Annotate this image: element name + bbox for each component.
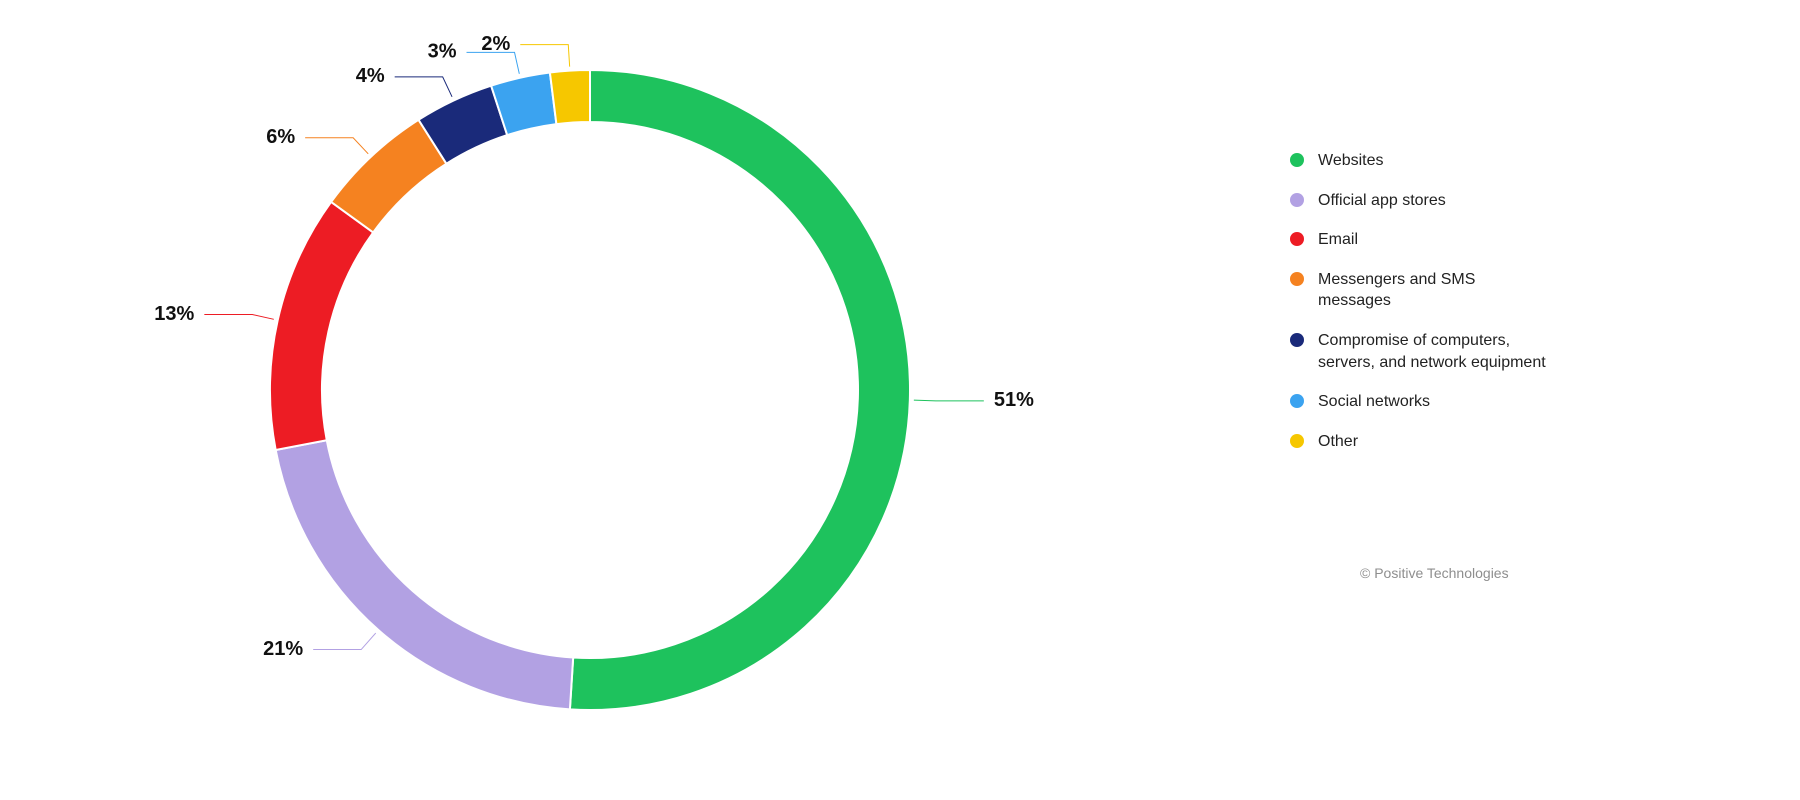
legend-label: Other — [1318, 431, 1550, 453]
legend-item: Compromise of computers, servers, and ne… — [1290, 330, 1550, 373]
leader-line — [520, 45, 569, 67]
legend-item: Official app stores — [1290, 190, 1550, 212]
slice-percent-label: 21% — [263, 638, 303, 660]
legend-label: Websites — [1318, 150, 1550, 172]
slice-percent-label: 3% — [428, 41, 457, 63]
slice-percent-label: 4% — [356, 65, 385, 87]
legend: Websites Official app stores Email Messe… — [1290, 150, 1550, 470]
copyright-text: © Positive Technologies — [1360, 565, 1509, 581]
slice-percent-label: 51% — [994, 389, 1034, 411]
leader-line — [313, 633, 376, 650]
leader-line — [395, 77, 452, 97]
legend-item: Websites — [1290, 150, 1550, 172]
legend-item: Email — [1290, 229, 1550, 251]
legend-swatch — [1290, 153, 1304, 167]
chart-stage: 51% 21% 13% 6% 4% 3% 2% Websites Official app … — [0, 0, 1800, 800]
legend-label: Social networks — [1318, 391, 1550, 413]
leader-line — [305, 138, 368, 154]
legend-label: Messengers and SMS messages — [1318, 269, 1550, 312]
leader-line — [914, 400, 984, 401]
legend-label: Email — [1318, 229, 1550, 251]
slice-percent-label: 6% — [266, 126, 295, 148]
legend-swatch — [1290, 193, 1304, 207]
leader-line — [204, 315, 273, 320]
legend-item: Messengers and SMS messages — [1290, 269, 1550, 312]
legend-item: Other — [1290, 431, 1550, 453]
legend-swatch — [1290, 333, 1304, 347]
donut-slice — [276, 440, 574, 709]
slice-percent-label: 13% — [154, 303, 194, 325]
donut-slice — [570, 70, 910, 710]
leader-line — [467, 52, 520, 73]
legend-swatch — [1290, 394, 1304, 408]
legend-swatch — [1290, 434, 1304, 448]
donut-slice — [550, 70, 590, 124]
legend-swatch — [1290, 272, 1304, 286]
legend-label: Official app stores — [1318, 190, 1550, 212]
legend-item: Social networks — [1290, 391, 1550, 413]
legend-swatch — [1290, 232, 1304, 246]
legend-label: Compromise of computers, servers, and ne… — [1318, 330, 1550, 373]
slice-percent-label: 2% — [481, 33, 510, 55]
donut-slice — [270, 202, 373, 450]
